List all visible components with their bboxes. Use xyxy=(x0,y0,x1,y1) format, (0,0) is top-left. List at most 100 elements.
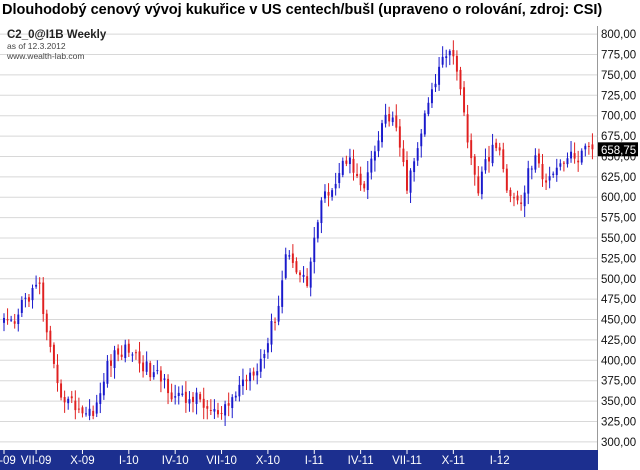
candle-body xyxy=(470,140,473,159)
candle-body xyxy=(509,189,512,197)
candle-body xyxy=(291,253,294,263)
y-tick-label: 450,00 xyxy=(601,315,636,327)
candle-body xyxy=(373,151,376,161)
candle-body xyxy=(95,402,98,414)
candle-body xyxy=(309,261,312,288)
candle-body xyxy=(331,190,334,197)
candle-body xyxy=(216,410,219,415)
candle-body xyxy=(142,362,145,372)
candle-body xyxy=(113,350,116,369)
candle-body xyxy=(587,145,590,147)
candle-body xyxy=(356,173,359,177)
candle-body xyxy=(35,284,38,287)
candle-body xyxy=(552,173,555,175)
candle-body xyxy=(466,114,469,143)
candle-body xyxy=(455,55,458,72)
candle-body xyxy=(323,191,326,199)
y-tick-label: 300,00 xyxy=(601,437,636,449)
as-of-label: as of 12.3.2012 xyxy=(7,41,66,51)
candle-body xyxy=(416,148,419,161)
candle-body xyxy=(406,159,408,191)
y-tick-label: 525,00 xyxy=(601,253,636,265)
candle-body xyxy=(566,158,569,165)
candle-body xyxy=(541,163,544,180)
candle-body xyxy=(60,383,63,398)
candle-body xyxy=(145,361,148,372)
candle-body xyxy=(170,392,173,400)
candle-body xyxy=(149,362,152,378)
candle-body xyxy=(409,170,412,193)
candle-body xyxy=(131,354,134,356)
candle-body xyxy=(480,171,483,195)
candle-body xyxy=(270,320,273,345)
candle-body xyxy=(306,276,309,287)
candle-body xyxy=(77,408,80,410)
candle-body xyxy=(591,144,594,150)
candle-body xyxy=(102,381,105,396)
x-tick-label: I-12 xyxy=(490,455,510,467)
candle-body xyxy=(580,150,583,163)
candle-body xyxy=(99,393,102,404)
candle-body xyxy=(584,145,587,150)
candle-body xyxy=(413,161,416,173)
y-tick-label: 575,00 xyxy=(601,213,636,225)
candle-body xyxy=(238,384,241,397)
candle-body xyxy=(441,56,444,65)
candle-body xyxy=(127,343,130,353)
candle-body xyxy=(249,372,252,382)
candle-body xyxy=(10,319,13,321)
candle-body xyxy=(370,158,373,173)
y-tick-label: 475,00 xyxy=(601,294,636,306)
candle-body xyxy=(302,274,305,277)
candle-body xyxy=(159,370,162,382)
candle-body xyxy=(423,113,426,135)
candle-body xyxy=(512,197,515,199)
candle-body xyxy=(199,394,202,400)
candle-body xyxy=(17,314,20,325)
candle-body xyxy=(484,159,487,171)
candle-body xyxy=(56,364,59,384)
candle-body xyxy=(188,399,191,404)
candle-body xyxy=(110,360,112,366)
candle-body xyxy=(177,392,180,397)
candle-body xyxy=(562,162,565,164)
candle-body xyxy=(156,370,159,372)
candle-body xyxy=(192,396,194,403)
candle-body xyxy=(231,397,234,409)
candle-body xyxy=(134,352,137,354)
y-tick-label: 550,00 xyxy=(601,233,636,245)
grid-lines xyxy=(0,33,597,443)
candle-body xyxy=(477,176,480,194)
x-tick-label: X-09 xyxy=(70,455,94,467)
candle-body xyxy=(27,297,30,302)
candle-body xyxy=(352,158,355,173)
y-axis: 300,00 325,00 350,00 375,00 400,00 425,00 450,… xyxy=(601,29,636,449)
candle-body xyxy=(81,407,84,414)
candles xyxy=(3,40,594,427)
candle-body xyxy=(88,408,91,416)
candle-body xyxy=(384,114,387,124)
candle-body xyxy=(92,410,95,416)
candle-body xyxy=(3,317,5,323)
candle-body xyxy=(345,160,348,164)
candle-body xyxy=(42,282,45,315)
candle-body xyxy=(366,172,369,191)
candle-body xyxy=(381,123,384,143)
x-tick-label: IV-10 xyxy=(162,455,189,467)
x-tick-label: VII-10 xyxy=(206,455,237,467)
candle-body xyxy=(74,400,77,411)
candle-body xyxy=(206,406,209,409)
symbol-label: C2_0@I1B Weekly xyxy=(7,29,107,41)
candle-body xyxy=(241,379,244,387)
price-chart: V-09 VII-09 X-09 I-10 IV-10 VII-10 X-10 I-11 IV-… xyxy=(0,26,640,470)
source-label: www.wealth-lab.com xyxy=(6,51,84,61)
candle-body xyxy=(274,321,277,323)
last-price-label: 658,75 xyxy=(601,145,636,157)
candle-body xyxy=(181,393,184,395)
candle-body xyxy=(527,168,530,194)
x-axis: V-09 VII-09 X-09 I-10 IV-10 VII-10 X-10 I-11 IV-… xyxy=(0,450,510,467)
candle-body xyxy=(106,360,109,384)
candle-body xyxy=(163,378,166,380)
candle-body xyxy=(85,413,88,415)
candle-body xyxy=(530,168,533,170)
